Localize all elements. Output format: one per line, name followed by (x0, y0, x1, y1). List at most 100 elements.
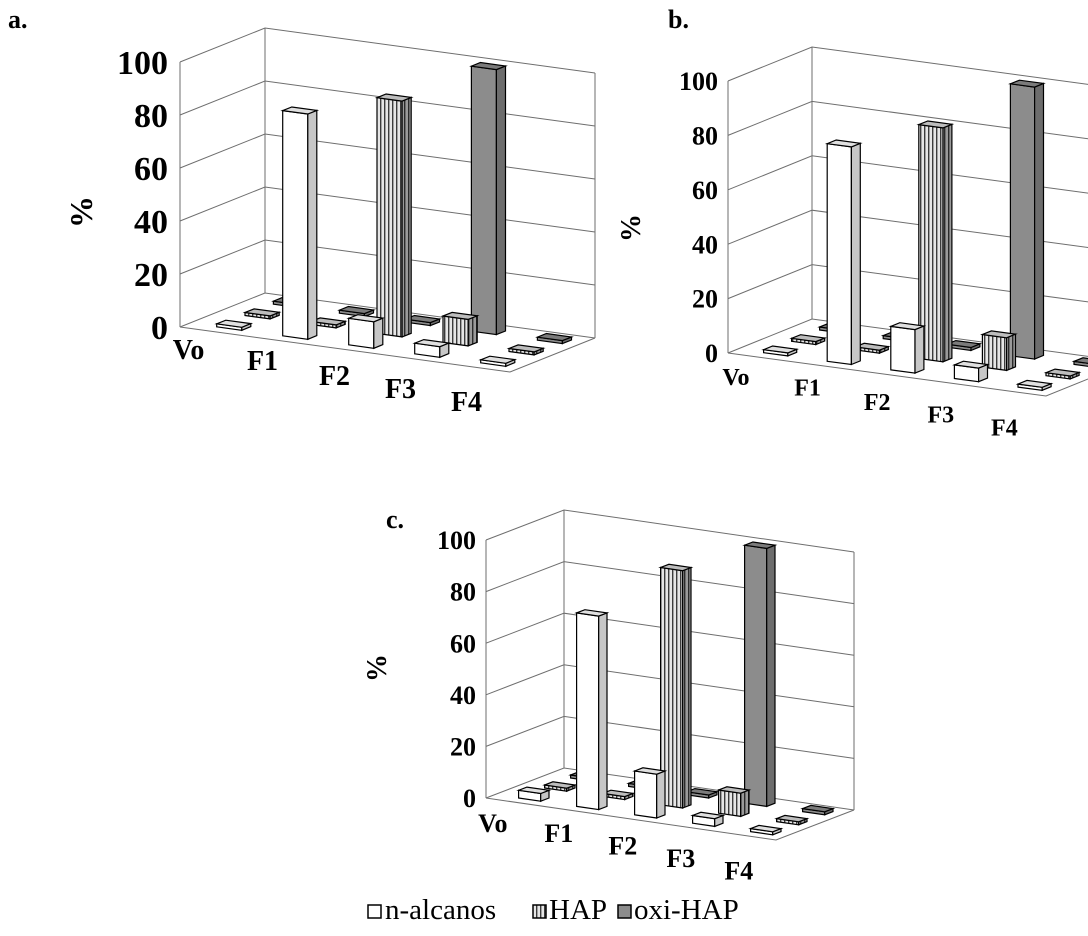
bar-top (542, 781, 578, 789)
bar-side (467, 314, 478, 347)
legend-swatch-oxi-hap (617, 904, 632, 919)
x-tick-label: F1 (544, 819, 573, 848)
chart-panel-b: b. 0 20 40 60 80 100% Vo F1 F2 F3 F4 (616, 5, 1088, 441)
x-tick-label: F1 (247, 346, 278, 377)
bar-n-alcanos-f1 (824, 139, 863, 366)
y-tick-label: 20 (450, 733, 476, 762)
bar-hap-f3 (716, 786, 752, 818)
bar-top (684, 787, 720, 796)
x-tick-label: Vo (478, 809, 507, 838)
bar-top (952, 360, 990, 369)
bar-n-alcanos-f3 (952, 360, 990, 383)
bar-side (1005, 333, 1017, 372)
panel-label-c: c. (386, 505, 404, 534)
bar-n-alcanos-f4 (748, 824, 784, 836)
bars (516, 541, 836, 836)
y-tick-label: 40 (692, 230, 718, 259)
bar-oxi-hap-f1 (337, 305, 376, 318)
bars (761, 79, 1088, 392)
y-tick-label: 0 (705, 339, 718, 368)
bar-front (1073, 360, 1088, 367)
bar-hap-vo (789, 334, 828, 346)
bar-side (1033, 82, 1045, 360)
y-tick-label: 80 (134, 98, 168, 135)
bar-top (600, 789, 636, 798)
bar-hap-vo (542, 781, 578, 793)
bar-n-alcanos-f3 (690, 811, 726, 828)
y-tick-label: 100 (679, 67, 718, 96)
bar-hap-f3 (980, 330, 1018, 372)
bar-oxi-hap-f4 (535, 332, 574, 345)
bar-top (535, 332, 574, 342)
bar-n-alcanos-f2 (632, 767, 668, 819)
bar-top (761, 345, 800, 354)
bar-top (506, 344, 546, 353)
legend-item-n-alcanos: n-alcanos (367, 894, 496, 926)
bar-front (348, 317, 375, 349)
bar-top (574, 609, 610, 617)
bar-top (1043, 368, 1082, 377)
y-tick-label: 40 (450, 681, 476, 710)
bar-front (282, 109, 309, 340)
y-tick-label: 20 (134, 257, 168, 294)
floor-edge (485, 797, 855, 841)
legend-label-oxi-hap: oxi-HAP (634, 894, 739, 926)
chart-panel-a: a. 0 20 40 60 80 100% Vo F1 F2 F3 F4 (8, 5, 596, 418)
x-tick-label: F4 (724, 856, 753, 885)
x-tick-label: F4 (451, 387, 482, 418)
y-tick-label: 60 (692, 176, 718, 205)
bar-oxi-hap-f3 (1008, 79, 1046, 360)
bar-front (890, 325, 916, 374)
bar-top (916, 120, 955, 129)
x-tick-label: F3 (385, 374, 416, 405)
legend-swatch-hap (532, 904, 547, 919)
bar-front (826, 143, 853, 366)
bar-oxi-hap-f3 (469, 61, 508, 336)
x-tick-label: F2 (319, 361, 350, 392)
bar-n-alcanos-vo (516, 786, 552, 803)
x-tick-label: F2 (864, 390, 891, 416)
x-tick-label: Vo (722, 365, 749, 391)
bar-top (748, 824, 784, 833)
bar-front (376, 97, 403, 338)
x-tick-label: F2 (608, 832, 637, 861)
bar-top (716, 786, 752, 794)
bar-hap-f1 (852, 342, 891, 355)
bar-top (1071, 357, 1088, 364)
bar-n-alcanos-f1 (574, 609, 610, 811)
bar-hap-f2 (916, 120, 955, 363)
bar-hap-vo (242, 308, 282, 320)
bar-top (690, 811, 726, 820)
bar-front (743, 544, 768, 808)
x-tick-label: Vo (173, 335, 205, 366)
legend-item-oxi-hap: oxi-HAP (617, 894, 739, 926)
bar-n-alcanos-f4 (1015, 379, 1054, 392)
bar-top (516, 786, 552, 795)
bar-oxi-hap-f4 (800, 804, 836, 816)
bar-top (742, 541, 778, 550)
bar-top (824, 139, 863, 148)
bar-top (632, 767, 668, 775)
bar-n-alcanos-f1 (280, 106, 320, 341)
bar-top (346, 314, 386, 323)
bar-top (1015, 379, 1054, 388)
bar-top (1008, 79, 1046, 88)
bar-n-alcanos-f4 (478, 355, 518, 368)
bar-top (789, 334, 828, 343)
y-tick-label: 100 (437, 526, 476, 555)
bar-top (944, 339, 983, 349)
bar-oxi-hap-f4 (1071, 357, 1088, 367)
y-tick-label: 40 (134, 204, 168, 241)
bar-side (401, 96, 412, 338)
bar-front (575, 612, 600, 811)
gridline (179, 27, 596, 74)
legend: n-alcanos HAP oxi-HAP (367, 894, 739, 926)
bar-side (914, 325, 925, 374)
legend-swatch-n-alcanos (367, 904, 382, 919)
bar-top (280, 106, 320, 115)
chart-panel-c: c. 0 20 40 60 80 100% Vo F1 F2 F3 F4 (362, 505, 855, 885)
chart-walls (179, 27, 596, 373)
bar-top (440, 311, 480, 321)
bar-n-alcanos-vo (761, 345, 800, 357)
bar-side (495, 65, 507, 336)
